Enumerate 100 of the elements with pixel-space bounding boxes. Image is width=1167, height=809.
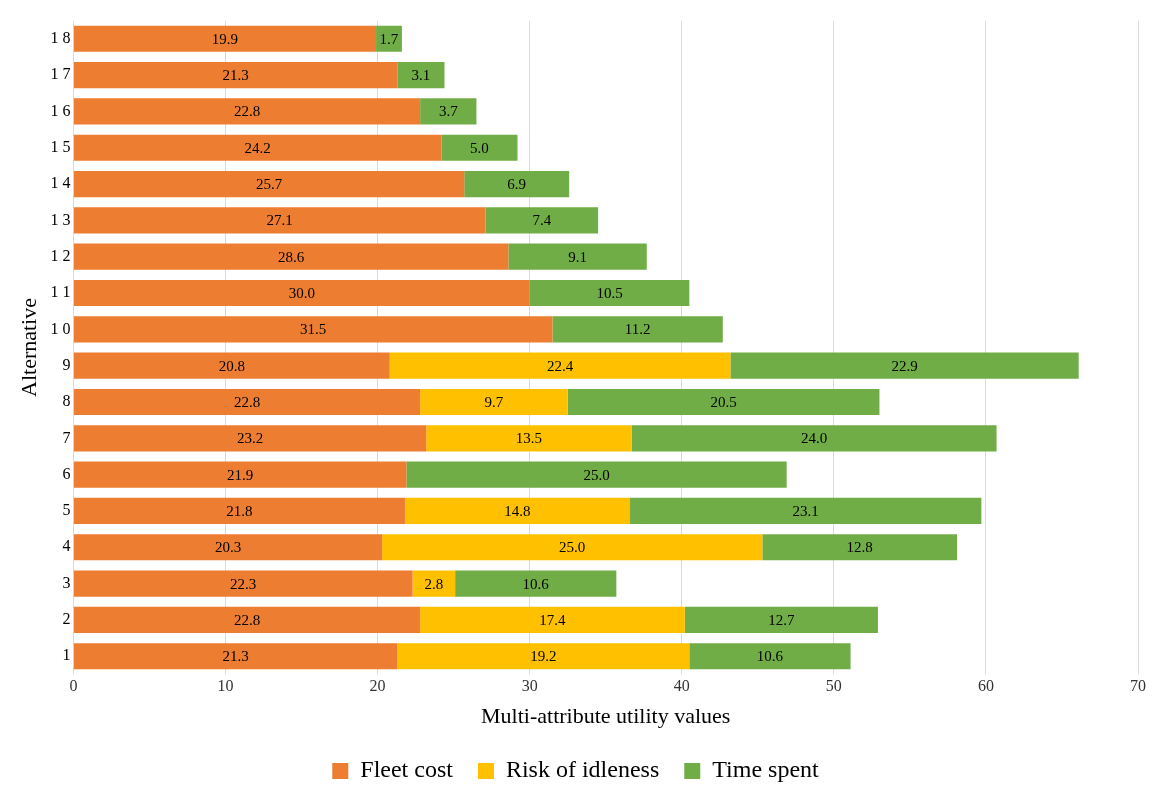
data-label: 3.1 [411,67,431,84]
bar [567,388,880,416]
data-label: 20.3 [214,539,242,556]
data-label: 21.8 [226,502,253,519]
data-label: 24.2 [244,139,271,156]
y-tick-label: 1 8 [50,28,71,46]
y-tick-label: 1 0 [50,319,71,337]
y-tick-label: 1 2 [50,246,71,264]
data-label: 28.6 [278,248,305,265]
data-label: 10.6 [756,648,784,665]
y-tick-label: 4 [62,537,71,555]
data-label: 31.5 [300,321,327,338]
x-tick-label: 40 [673,677,690,695]
y-tick-label: 9 [62,355,71,373]
data-label: 3.7 [438,103,459,120]
bar [529,279,690,307]
bar [762,534,958,561]
bar [73,425,427,452]
y-tick-label: 6 [62,464,71,482]
bar [73,316,553,343]
y-tick-label: 5 [62,501,71,519]
y-tick-label: 1 5 [50,137,71,155]
data-label: 14.8 [504,502,531,519]
bar [73,606,421,633]
bar [508,243,647,270]
data-label: 12.8 [846,539,873,556]
data-label: 10.6 [522,575,550,592]
data-label: 1.7 [379,30,399,47]
bar [73,643,398,670]
data-label: 22.9 [891,357,918,374]
bar [389,352,731,379]
data-label: 20.5 [710,393,737,410]
bar [73,25,377,52]
data-label: 23.1 [792,502,819,519]
bar [73,388,421,416]
data-label: 24.0 [800,430,828,447]
data-label: 22.8 [233,611,261,628]
data-label: 9.7 [484,393,504,410]
data-label: 22.3 [230,575,257,592]
bar [73,534,383,561]
bar [684,606,878,633]
bar [485,207,599,234]
legend-label: Fleet cost [360,756,454,783]
x-tick-label: 70 [1130,677,1146,695]
y-tick-label: 8 [62,392,71,410]
y-tick-label: 1 7 [50,65,71,83]
y-tick-label: 1 1 [50,283,71,301]
y-tick-label: 1 6 [50,101,71,119]
data-label: 23.2 [236,430,264,447]
y-axis-title: Alternative [15,298,41,397]
y-tick-label: 1 [62,646,71,664]
data-label: 21.3 [222,648,249,665]
data-label: 13.5 [515,430,543,447]
bar [73,243,509,270]
bar [689,643,851,670]
bar [73,570,413,597]
bar [73,62,398,89]
bar [382,534,763,561]
data-label: 12.7 [768,611,795,628]
bar [73,352,390,379]
bar [73,461,407,488]
bar [426,425,632,452]
data-label: 25.0 [583,466,610,483]
data-label: 17.4 [539,611,567,628]
bar [420,606,685,633]
bar [73,98,421,125]
bar [73,279,530,307]
data-label: 2.8 [424,575,444,592]
data-label: 5.0 [470,139,489,156]
data-label: 19.2 [530,648,557,665]
data-label: 30.0 [288,284,315,301]
data-label: 19.9 [211,30,239,47]
bar [412,570,456,597]
bar [73,134,442,161]
bar [397,643,690,670]
x-tick-label: 60 [977,677,994,695]
bar [73,497,405,525]
bar [404,497,631,525]
bar [420,98,477,125]
data-label: 7.4 [532,212,552,229]
data-label: 22.8 [233,103,261,120]
bar [631,425,997,452]
legend-label: Risk of idleness [505,756,660,783]
y-tick-label: 2 [62,610,71,628]
legend-label: Time spent [712,756,820,783]
bar [73,207,486,234]
data-label: 11.2 [624,321,651,338]
data-label: 9.1 [568,248,587,265]
data-label: 25.0 [559,539,586,556]
data-label: 22.8 [233,393,261,410]
bar [552,316,723,343]
bar [464,170,570,198]
y-tick-label: 1 4 [50,174,71,192]
data-label: 25.7 [255,175,283,192]
bar [630,497,982,525]
data-label: 21.3 [222,67,249,84]
bar [420,388,568,416]
x-axis-title: Multi-attribute utility values [481,702,731,728]
data-label: 22.4 [546,357,574,374]
x-tick-label: 0 [69,677,78,695]
